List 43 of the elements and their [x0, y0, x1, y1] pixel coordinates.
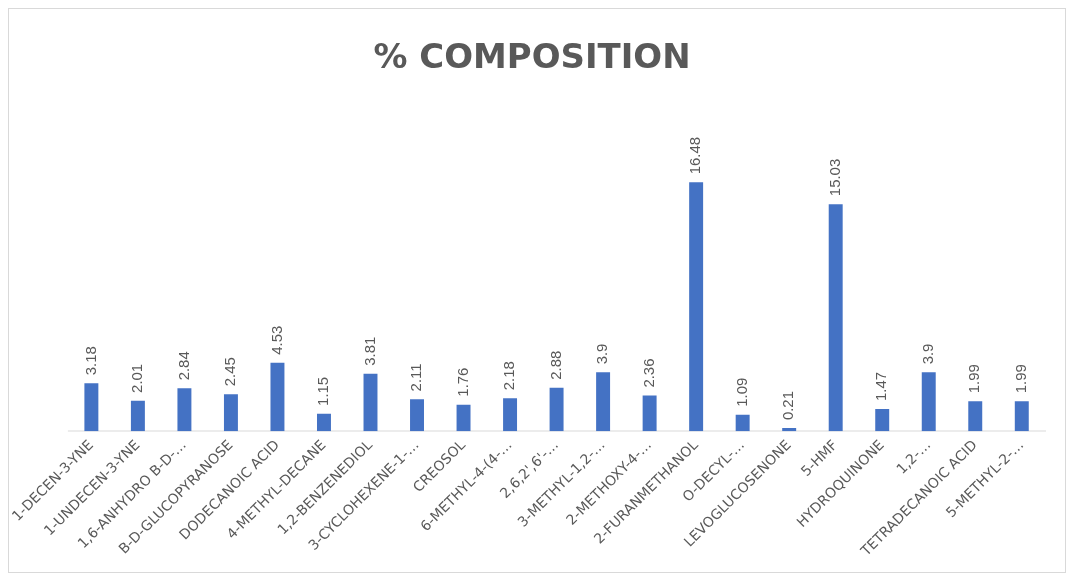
data-label: 16.48 — [686, 136, 704, 175]
data-label: 1.47 — [872, 372, 890, 402]
bar — [1014, 401, 1029, 432]
bar — [223, 394, 238, 432]
data-label: 3.9 — [593, 343, 611, 365]
bar — [317, 413, 331, 432]
bar — [735, 414, 750, 432]
data-label: 1.76 — [453, 367, 471, 397]
bar — [782, 428, 797, 432]
data-label: 4.53 — [267, 325, 285, 355]
data-label: 2.11 — [407, 363, 425, 392]
data-label: 1.09 — [732, 377, 750, 407]
bar — [921, 372, 936, 432]
data-label: 0.21 — [779, 391, 797, 421]
bar — [503, 398, 518, 432]
bar — [596, 372, 611, 432]
bar — [549, 387, 564, 432]
data-label: 2.01 — [128, 363, 146, 393]
data-label: 3.81 — [360, 336, 378, 366]
data-label: 2.36 — [639, 358, 657, 388]
bar — [968, 401, 983, 432]
bar — [130, 400, 145, 432]
data-label: 3.18 — [81, 346, 99, 376]
data-label: 2.84 — [174, 351, 192, 381]
bar — [642, 395, 657, 432]
data-label: 1.15 — [314, 376, 332, 406]
data-label: 2.45 — [221, 357, 239, 387]
bar — [363, 373, 378, 432]
data-label: 3.9 — [918, 343, 936, 365]
bar — [828, 204, 843, 432]
data-label: 1.99 — [1011, 364, 1029, 394]
bar — [410, 399, 424, 432]
bar — [456, 404, 471, 432]
bar — [177, 388, 192, 432]
data-label: 15.03 — [825, 158, 843, 197]
chart-title: % COMPOSITION — [373, 37, 691, 77]
data-label: 2.88 — [546, 350, 564, 380]
data-label: 2.18 — [500, 361, 518, 391]
bar — [270, 362, 285, 432]
bar — [689, 182, 704, 432]
bar — [875, 409, 890, 432]
bar — [84, 383, 99, 432]
data-label: 1.99 — [965, 364, 983, 394]
